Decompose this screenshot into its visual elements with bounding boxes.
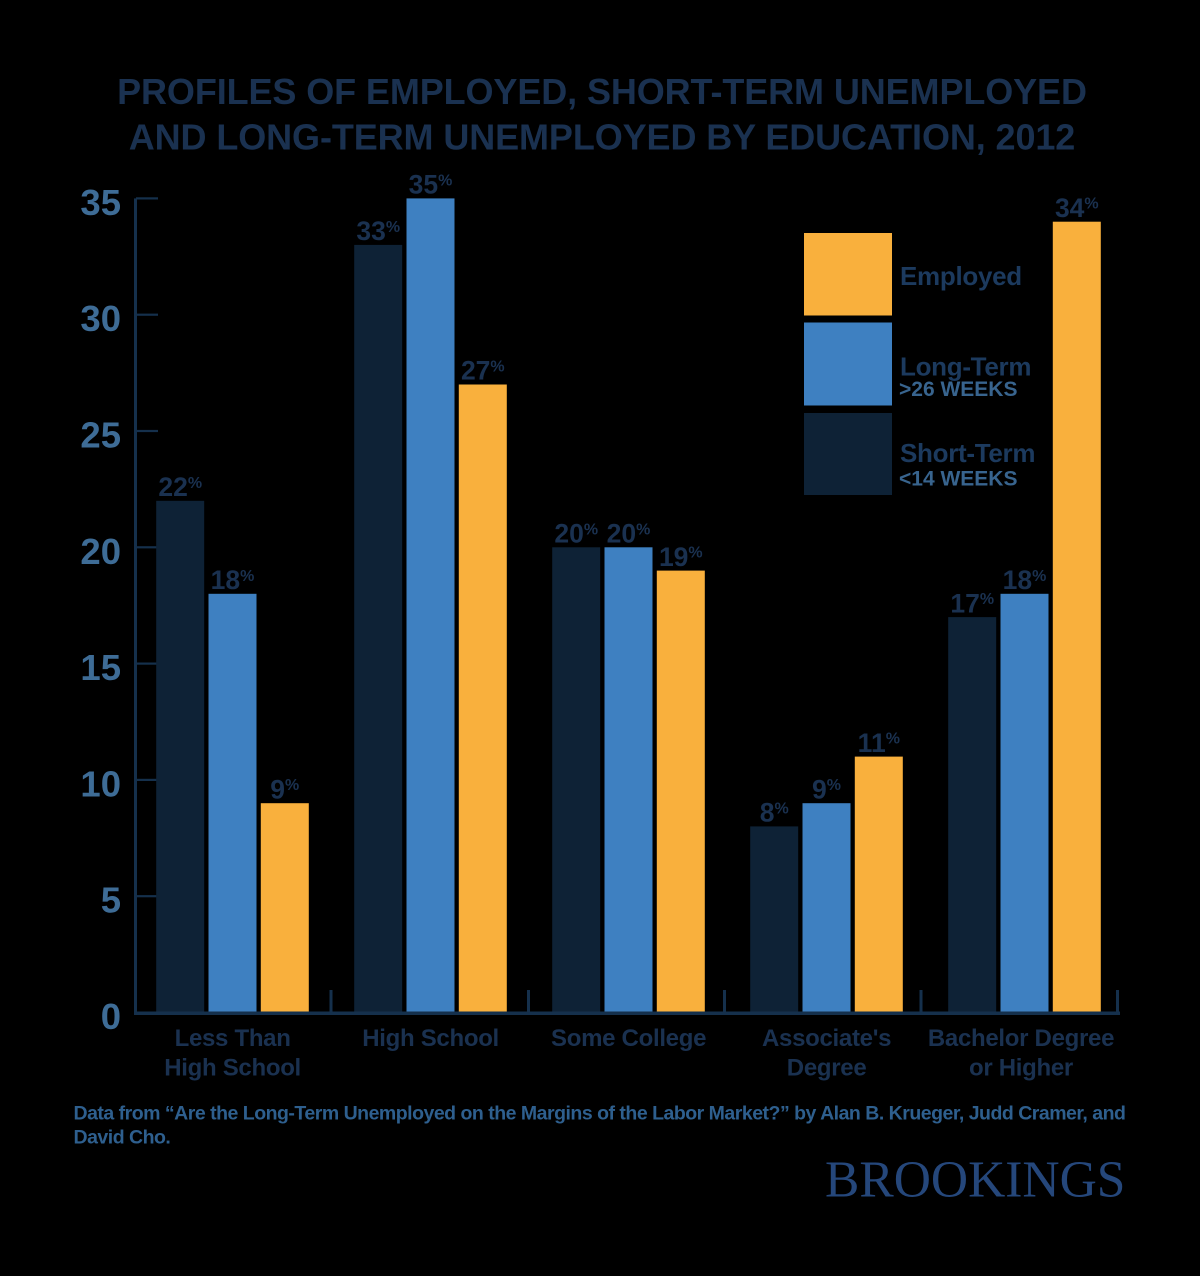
svg-text:0: 0 [101, 996, 121, 1037]
svg-text:Bachelor Degree: Bachelor Degree [928, 1025, 1114, 1052]
svg-text:>26 WEEKS: >26 WEEKS [899, 378, 1017, 401]
svg-text:Degree: Degree [787, 1054, 867, 1081]
svg-text:19%: 19% [659, 542, 703, 572]
svg-text:Data from “Are the Long-Term U: Data from “Are the Long-Term Unemployed … [74, 1103, 1126, 1125]
svg-text:High School: High School [164, 1054, 301, 1081]
svg-text:PROFILES OF EMPLOYED, SHORT-TE: PROFILES OF EMPLOYED, SHORT-TERM UNEMPLO… [117, 71, 1087, 112]
svg-text:17%: 17% [950, 588, 994, 618]
svg-text:22%: 22% [158, 472, 202, 502]
svg-text:Employed: Employed [900, 261, 1022, 291]
svg-text:9%: 9% [812, 774, 841, 804]
svg-text:35%: 35% [409, 170, 453, 200]
svg-text:20: 20 [80, 531, 121, 572]
svg-text:18%: 18% [211, 565, 255, 595]
svg-text:34%: 34% [1055, 193, 1099, 223]
svg-text:15: 15 [80, 647, 121, 688]
svg-text:20%: 20% [554, 519, 598, 549]
svg-text:8%: 8% [760, 798, 789, 828]
svg-text:David Cho.: David Cho. [74, 1127, 171, 1149]
svg-text:AND LONG-TERM UNEMPLOYED BY ED: AND LONG-TERM UNEMPLOYED BY EDUCATION, 2… [129, 116, 1075, 157]
svg-text:Less Than: Less Than [175, 1025, 291, 1052]
svg-text:Short-Term: Short-Term [900, 438, 1035, 468]
svg-text:Some College: Some College [551, 1025, 706, 1052]
svg-text:Associate's: Associate's [762, 1025, 891, 1052]
svg-text:10: 10 [80, 763, 121, 804]
svg-text:33%: 33% [356, 216, 400, 246]
svg-text:27%: 27% [461, 356, 505, 386]
svg-text:High School: High School [362, 1025, 499, 1052]
svg-text:9%: 9% [270, 774, 299, 804]
svg-text:or Higher: or Higher [969, 1054, 1073, 1081]
svg-text:BROOKINGS: BROOKINGS [825, 1152, 1125, 1209]
svg-text:<14 WEEKS: <14 WEEKS [899, 468, 1017, 491]
svg-text:5: 5 [101, 880, 121, 921]
svg-text:35: 35 [80, 182, 121, 223]
svg-text:11%: 11% [858, 728, 900, 758]
svg-text:30: 30 [80, 298, 121, 339]
svg-text:20%: 20% [607, 519, 651, 549]
svg-text:18%: 18% [1003, 565, 1047, 595]
svg-text:Long-Term: Long-Term [900, 352, 1031, 382]
svg-text:25: 25 [80, 415, 121, 456]
